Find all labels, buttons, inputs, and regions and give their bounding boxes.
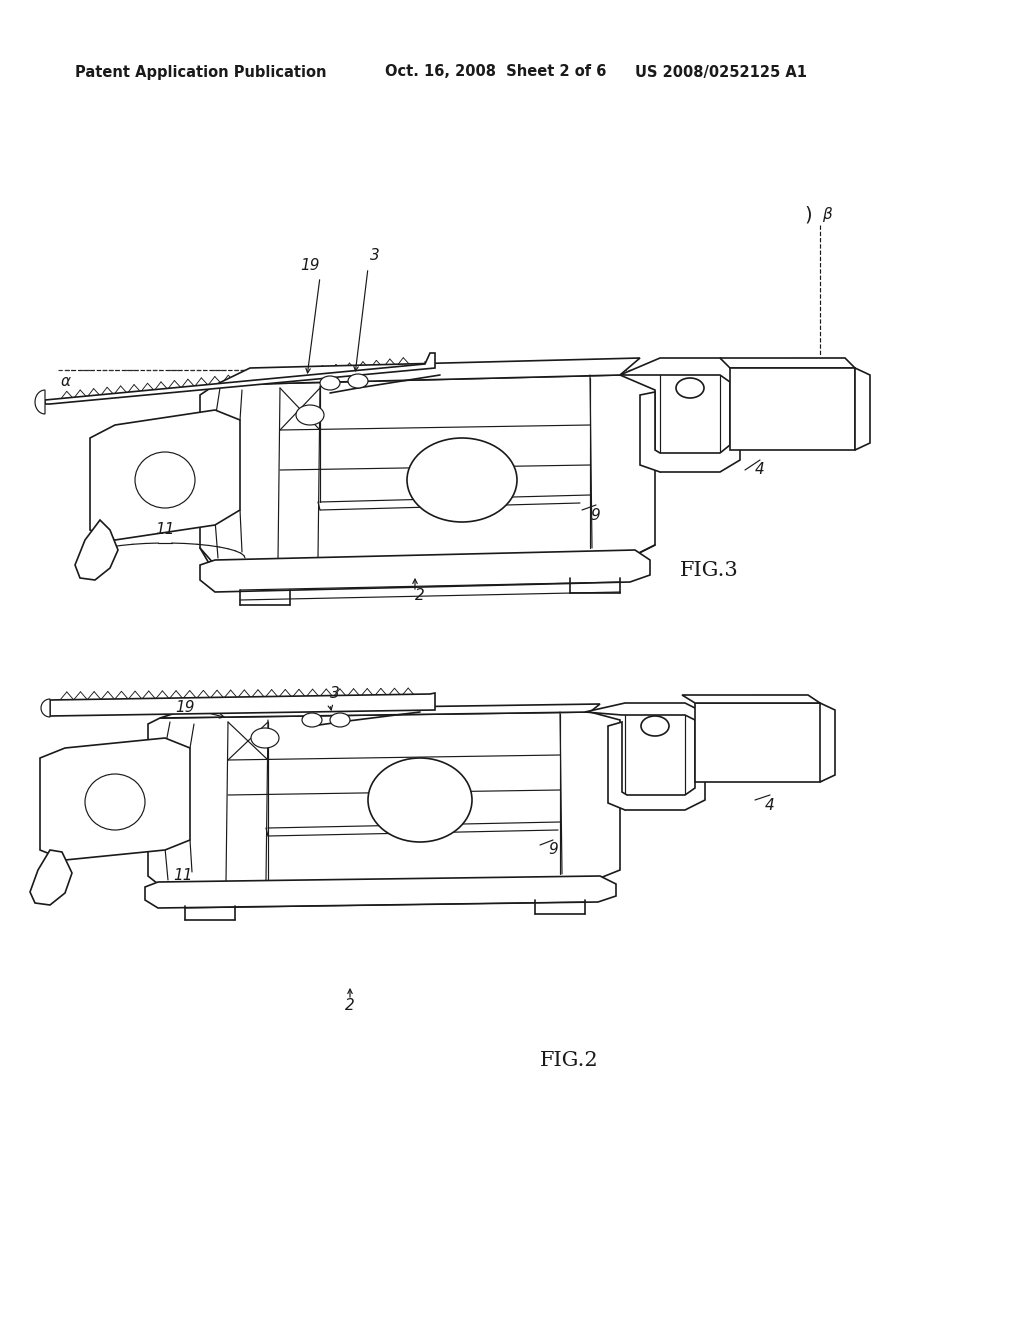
Ellipse shape xyxy=(302,713,322,727)
Text: Patent Application Publication: Patent Application Publication xyxy=(75,65,327,79)
Text: US 2008/0252125 A1: US 2008/0252125 A1 xyxy=(635,65,807,79)
Text: FIG.2: FIG.2 xyxy=(540,1051,599,1069)
Polygon shape xyxy=(695,704,830,781)
Polygon shape xyxy=(215,358,640,385)
Polygon shape xyxy=(682,696,820,704)
Ellipse shape xyxy=(135,451,195,508)
Ellipse shape xyxy=(330,713,350,727)
Text: 2: 2 xyxy=(345,998,355,1012)
Polygon shape xyxy=(720,358,855,368)
Text: 19: 19 xyxy=(300,257,319,272)
Polygon shape xyxy=(585,704,705,810)
Text: 9: 9 xyxy=(590,507,600,523)
Polygon shape xyxy=(820,704,835,781)
Polygon shape xyxy=(200,550,650,591)
Text: $\alpha$: $\alpha$ xyxy=(60,375,72,389)
Polygon shape xyxy=(730,368,855,450)
Ellipse shape xyxy=(319,376,340,389)
Polygon shape xyxy=(145,876,616,908)
Polygon shape xyxy=(148,711,620,884)
Text: 9: 9 xyxy=(548,842,558,858)
Ellipse shape xyxy=(348,374,368,388)
Polygon shape xyxy=(30,850,72,906)
Polygon shape xyxy=(45,352,435,404)
Text: ): ) xyxy=(805,206,812,224)
Text: 19: 19 xyxy=(175,700,195,714)
Text: 2: 2 xyxy=(415,587,425,602)
Text: 3: 3 xyxy=(330,686,340,701)
Ellipse shape xyxy=(85,774,145,830)
Ellipse shape xyxy=(296,405,324,425)
Text: FIG.3: FIG.3 xyxy=(680,561,738,579)
Polygon shape xyxy=(75,520,118,579)
Ellipse shape xyxy=(641,715,669,737)
Text: 11: 11 xyxy=(156,523,175,537)
Polygon shape xyxy=(35,389,45,414)
Text: 11: 11 xyxy=(173,869,193,883)
Polygon shape xyxy=(90,411,240,540)
Text: 4: 4 xyxy=(755,462,765,478)
Polygon shape xyxy=(40,738,190,861)
Ellipse shape xyxy=(368,758,472,842)
Ellipse shape xyxy=(407,438,517,521)
Polygon shape xyxy=(160,704,600,718)
Text: 4: 4 xyxy=(765,797,775,813)
Text: 3: 3 xyxy=(370,248,380,263)
Text: Oct. 16, 2008  Sheet 2 of 6: Oct. 16, 2008 Sheet 2 of 6 xyxy=(385,65,606,79)
Polygon shape xyxy=(41,700,50,717)
Polygon shape xyxy=(620,358,740,473)
Polygon shape xyxy=(50,693,435,715)
Polygon shape xyxy=(855,368,870,450)
Text: $\beta$: $\beta$ xyxy=(822,206,834,224)
Polygon shape xyxy=(200,375,655,565)
Ellipse shape xyxy=(676,378,705,399)
Ellipse shape xyxy=(251,729,279,748)
